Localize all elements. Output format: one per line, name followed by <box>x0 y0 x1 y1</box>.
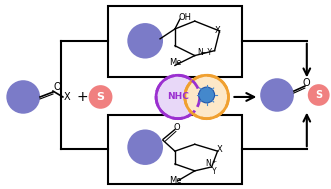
Text: S: S <box>315 90 322 100</box>
Circle shape <box>308 84 330 106</box>
Text: +: + <box>77 90 88 104</box>
Text: Me: Me <box>169 176 181 185</box>
Text: N─Y: N─Y <box>197 48 212 57</box>
Text: O: O <box>303 78 310 88</box>
Text: O: O <box>173 123 180 132</box>
Text: X: X <box>64 92 70 102</box>
Text: N: N <box>205 160 211 168</box>
Circle shape <box>127 23 163 59</box>
Text: NHC: NHC <box>167 92 189 101</box>
Text: O: O <box>53 82 61 92</box>
Text: S: S <box>97 92 105 102</box>
FancyBboxPatch shape <box>109 6 242 77</box>
Circle shape <box>199 87 214 103</box>
Text: X: X <box>215 26 220 36</box>
Circle shape <box>6 80 40 114</box>
Text: Y: Y <box>212 167 217 176</box>
Text: Me: Me <box>169 58 181 67</box>
Text: X: X <box>217 145 222 154</box>
Text: +: + <box>211 159 216 163</box>
Circle shape <box>185 75 228 119</box>
Text: OH: OH <box>178 13 191 22</box>
Circle shape <box>156 75 200 119</box>
Circle shape <box>89 85 113 109</box>
Circle shape <box>127 129 163 165</box>
Circle shape <box>260 78 294 112</box>
FancyBboxPatch shape <box>109 115 242 184</box>
